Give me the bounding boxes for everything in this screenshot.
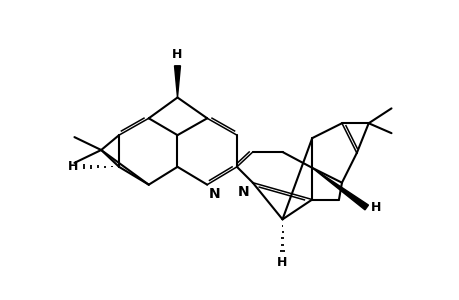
Text: H: H — [277, 256, 287, 269]
Polygon shape — [174, 66, 180, 98]
Text: H: H — [68, 160, 78, 173]
Text: H: H — [370, 201, 380, 214]
Text: H: H — [172, 48, 182, 61]
Text: N: N — [209, 187, 220, 201]
Text: N: N — [238, 185, 249, 199]
Polygon shape — [312, 168, 368, 210]
